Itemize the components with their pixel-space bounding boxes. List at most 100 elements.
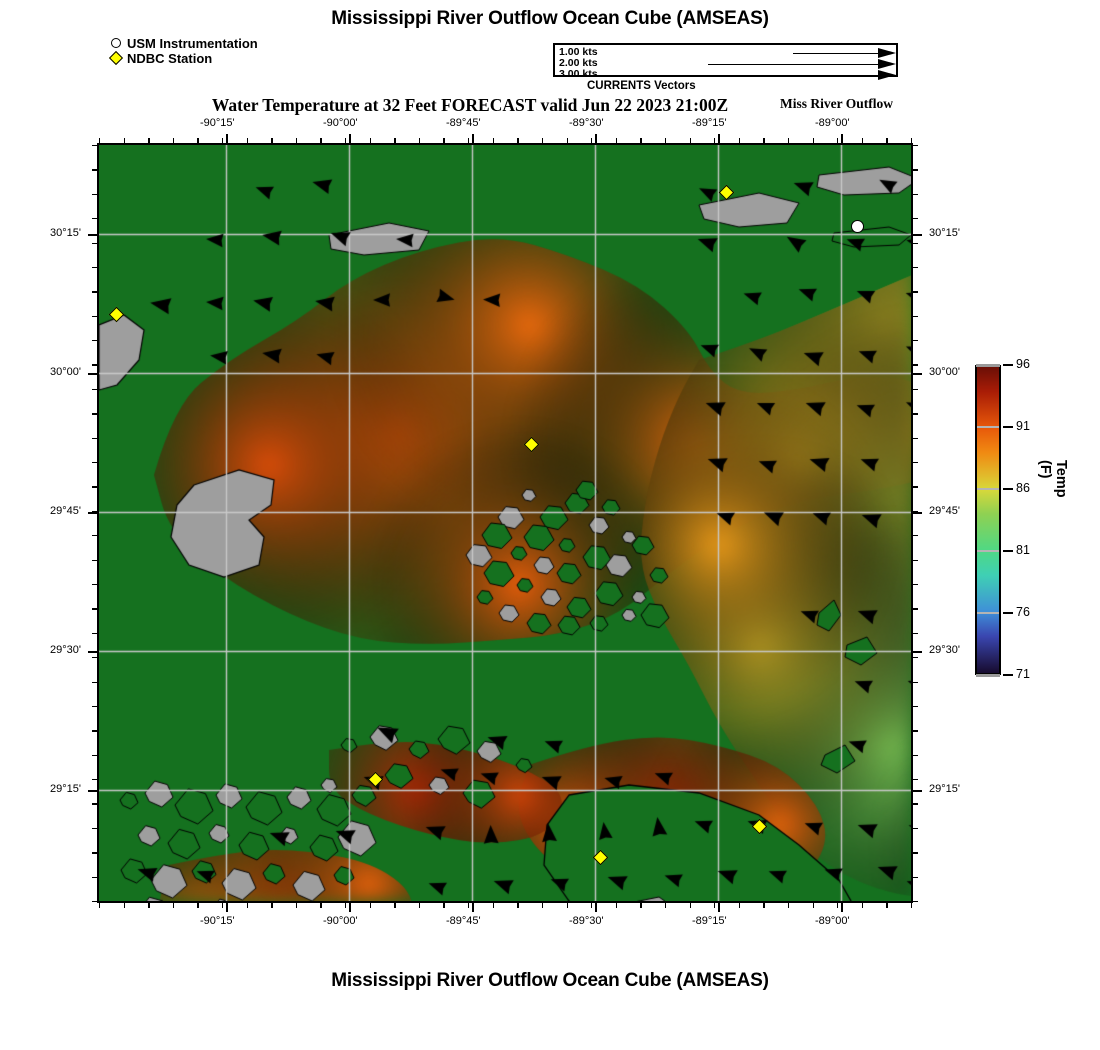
tick-bottom-major (718, 903, 720, 912)
tick-left (92, 779, 97, 781)
tick-left (92, 730, 97, 732)
tick-left-major (88, 790, 97, 792)
tick-right (913, 608, 918, 610)
tick-top-major (595, 134, 597, 143)
vector-arrowhead-icon (878, 70, 896, 80)
tick-bottom-major (841, 903, 843, 912)
tick-top (566, 138, 568, 143)
tick-right (913, 218, 918, 220)
tick-right (913, 779, 918, 781)
tick-right (913, 315, 918, 317)
tick-bottom (714, 903, 716, 908)
tick-bottom (812, 903, 814, 908)
vector-scale-row: 2.00 kts (555, 58, 896, 69)
tick-right (913, 730, 918, 732)
tick-left (92, 315, 97, 317)
tick-bottom (763, 903, 765, 908)
tick-left (92, 510, 97, 513)
map-subtitle: Water Temperature at 32 Feet FORECAST va… (211, 95, 729, 115)
tick-right-major (913, 234, 922, 236)
tick-top (99, 138, 101, 143)
tick-left (92, 705, 97, 708)
colorbar-inner-tick (977, 612, 999, 614)
tick-top (394, 138, 396, 143)
tick-right (913, 559, 918, 561)
tick-bottom (541, 903, 544, 908)
colorbar-tick-mark (1003, 364, 1013, 366)
tick-bottom (123, 903, 125, 908)
tick-left (92, 876, 97, 878)
vector-scale-label: 3.00 kts (559, 68, 598, 80)
lat-tick-label-left: 29°45' (50, 505, 81, 517)
tick-left (92, 266, 97, 269)
lon-tick-label-top: -89°00' (815, 117, 850, 129)
tick-bottom (911, 903, 913, 908)
page-title: Mississippi River Outflow Ocean Cube (AM… (331, 8, 769, 29)
tick-top (591, 138, 593, 143)
tick-bottom (320, 903, 322, 908)
tick-top (689, 138, 691, 143)
tick-top (861, 138, 864, 143)
currents-vector-legend: 1.00 kts 2.00 kts 3.00 kts (553, 43, 898, 80)
tick-left (92, 657, 97, 659)
tick-right (913, 852, 918, 854)
tick-left (92, 218, 97, 220)
tick-left (92, 169, 97, 171)
tick-left (92, 852, 97, 854)
tick-bottom (861, 903, 864, 908)
tick-right (913, 827, 918, 830)
colorbar-gradient (975, 365, 1001, 675)
lat-tick-label-right: 29°30' (929, 644, 960, 656)
lat-tick-label-right: 30°00' (929, 366, 960, 378)
colorbar-tick-label: 96 (1016, 357, 1030, 371)
tick-top (517, 138, 519, 143)
tick-left (92, 827, 97, 830)
lat-tick-label-left: 30°15' (50, 227, 81, 239)
vector-scale-label: 1.00 kts (559, 46, 598, 58)
tick-left-major (88, 512, 97, 514)
vector-shaft-icon (708, 64, 878, 65)
tick-bottom-major (595, 903, 597, 912)
legend-item-usm: USM Instrumentation (110, 36, 258, 51)
lon-tick-label-bottom: -90°15' (200, 915, 235, 927)
tick-left (92, 608, 97, 610)
tick-bottom (492, 903, 494, 908)
ndbc-diamond-icon (108, 50, 124, 66)
tick-bottom (886, 903, 888, 908)
tick-left (92, 242, 97, 244)
map-plot-area[interactable] (97, 143, 913, 903)
tick-right (913, 266, 918, 269)
tick-right (913, 901, 918, 903)
tick-bottom (246, 903, 248, 908)
tick-left (92, 559, 97, 561)
tick-bottom (295, 903, 298, 908)
tick-right (913, 876, 918, 878)
tick-right (913, 803, 918, 805)
colorbar-tick-mark (1003, 550, 1013, 552)
tick-top (172, 138, 175, 143)
lon-tick-label-top: -89°15' (692, 117, 727, 129)
tick-right (913, 169, 918, 171)
colorbar-tick-mark (1003, 426, 1013, 428)
usm-instrument-marker[interactable] (850, 219, 864, 233)
lon-tick-label-top: -89°45' (446, 117, 481, 129)
lon-tick-label-top: -90°00' (323, 117, 358, 129)
page-footer-title: Mississippi River Outflow Ocean Cube (AM… (331, 970, 769, 991)
temperature-field-canvas[interactable] (99, 145, 911, 901)
tick-left-major (88, 373, 97, 375)
tick-left (92, 803, 97, 805)
tick-bottom (172, 903, 175, 908)
usm-circle-icon (110, 37, 124, 51)
lon-tick-label-bottom: -89°45' (446, 915, 481, 927)
tick-top (246, 138, 248, 143)
colorbar-inner-tick (977, 550, 999, 552)
vector-arrowhead-icon (878, 48, 896, 58)
colorbar-inner-tick (977, 488, 999, 490)
tick-bottom (615, 903, 618, 908)
tick-right (913, 535, 918, 537)
tick-left (92, 413, 97, 415)
colorbar-tick-mark (1003, 674, 1013, 676)
tick-left (92, 632, 97, 635)
tick-right (913, 193, 918, 196)
tick-top-major (349, 134, 351, 143)
